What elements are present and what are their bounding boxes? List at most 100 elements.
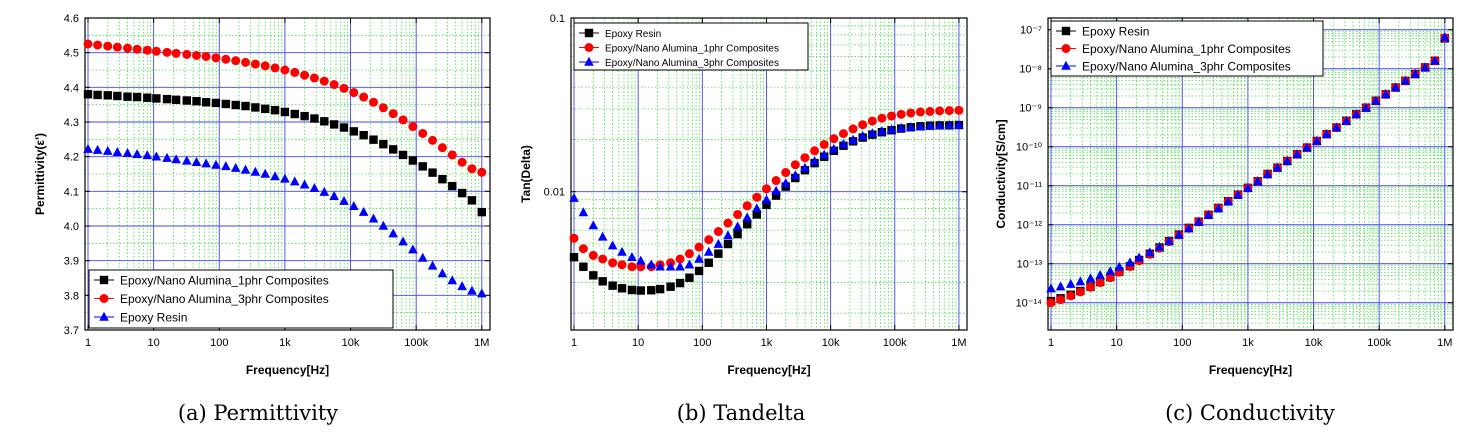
data-point bbox=[290, 109, 299, 119]
data-point bbox=[771, 176, 781, 186]
data-point bbox=[299, 179, 310, 189]
data-point bbox=[915, 107, 925, 117]
data-point bbox=[732, 221, 743, 231]
data-point bbox=[1371, 95, 1381, 105]
data-point bbox=[1312, 135, 1322, 145]
data-point bbox=[162, 152, 172, 162]
data-point bbox=[1144, 247, 1155, 257]
data-point bbox=[93, 90, 102, 100]
data-point bbox=[113, 91, 122, 101]
x-tick-label: 1 bbox=[85, 337, 91, 349]
data-point bbox=[1400, 75, 1411, 85]
data-point bbox=[448, 181, 457, 191]
data-point bbox=[132, 92, 142, 102]
data-point bbox=[230, 162, 241, 172]
data-point bbox=[162, 47, 172, 57]
data-point bbox=[1321, 128, 1332, 138]
data-point bbox=[211, 159, 221, 169]
chart-panel-3: 1 10 100 1k 10k 100k 1M 10⁻¹⁴ 10⁻¹³ 10⁻¹² 10⁻¹¹ 10⁻… bbox=[994, 17, 1454, 425]
data-point bbox=[694, 266, 704, 276]
y-tick-label: 4.6 bbox=[64, 13, 79, 25]
data-point bbox=[617, 284, 627, 293]
data-point bbox=[359, 92, 369, 102]
data-point bbox=[261, 104, 270, 114]
data-point bbox=[201, 98, 211, 107]
data-point bbox=[1046, 298, 1056, 308]
data-point bbox=[241, 101, 250, 111]
data-point bbox=[569, 192, 579, 202]
x-tick-label: 100 bbox=[210, 337, 228, 349]
data-point bbox=[675, 278, 685, 288]
data-point bbox=[211, 98, 221, 108]
data-point bbox=[733, 229, 742, 239]
data-point bbox=[221, 54, 231, 64]
y-tick-label: 10⁻⁷ bbox=[1020, 25, 1042, 37]
data-point bbox=[428, 168, 437, 177]
legend-label: Epoxy/Nano Alumina_3phr Composites bbox=[605, 58, 779, 69]
legend-label: Epoxy/Nano Alumina_3phr Composites bbox=[1082, 60, 1291, 74]
legend-marker bbox=[99, 311, 109, 321]
data-point bbox=[704, 235, 714, 245]
x-tick-label: 1k bbox=[761, 337, 773, 349]
data-point bbox=[848, 124, 858, 134]
data-point bbox=[666, 282, 675, 291]
data-point bbox=[588, 250, 598, 260]
data-point bbox=[329, 80, 339, 90]
x-tick-label: 1 bbox=[1048, 337, 1054, 349]
data-point bbox=[1055, 281, 1066, 291]
data-point bbox=[627, 262, 637, 272]
data-point bbox=[1193, 216, 1204, 226]
legend-marker bbox=[1061, 44, 1071, 53]
legend-label: Epoxy Resin bbox=[1082, 25, 1149, 39]
x-tick-label: 1M bbox=[474, 337, 489, 349]
x-tick-label: 10 bbox=[1111, 337, 1123, 349]
data-point bbox=[437, 143, 447, 153]
data-point bbox=[579, 262, 588, 271]
data-point bbox=[251, 103, 260, 112]
legend-label: Epoxy Resin bbox=[605, 29, 661, 40]
data-point bbox=[123, 92, 132, 101]
x-tick-label: 10 bbox=[148, 337, 160, 349]
legend: Epoxy Resin Epoxy/Nano Alumina_1phr Compo… bbox=[573, 22, 809, 71]
data-point bbox=[349, 201, 359, 211]
data-point bbox=[694, 242, 704, 252]
data-point bbox=[181, 155, 192, 165]
data-point bbox=[339, 195, 349, 205]
data-point bbox=[477, 288, 487, 298]
data-point bbox=[1105, 273, 1115, 283]
series-2 bbox=[569, 105, 964, 272]
y-tick-label: 3.7 bbox=[64, 325, 79, 337]
data-point bbox=[906, 108, 916, 118]
data-point bbox=[1302, 142, 1312, 152]
data-point bbox=[103, 91, 112, 100]
data-point bbox=[655, 261, 665, 271]
legend-marker bbox=[584, 43, 594, 52]
figure-caption: (b) Tandelta bbox=[677, 401, 805, 425]
data-point bbox=[636, 255, 646, 265]
data-point bbox=[1410, 68, 1421, 78]
data-point bbox=[1174, 229, 1184, 239]
data-point bbox=[1095, 278, 1105, 288]
data-point bbox=[309, 183, 320, 193]
data-point bbox=[191, 157, 202, 167]
data-point bbox=[192, 97, 201, 106]
data-point bbox=[685, 273, 694, 282]
data-point bbox=[467, 164, 477, 174]
data-point bbox=[378, 220, 389, 230]
data-point bbox=[578, 244, 588, 254]
data-point bbox=[83, 143, 93, 153]
data-point bbox=[761, 194, 772, 204]
data-point bbox=[211, 53, 221, 63]
data-point bbox=[608, 258, 618, 268]
data-point bbox=[112, 42, 122, 52]
data-point bbox=[270, 171, 280, 181]
y-tick-label: 0.01 bbox=[544, 187, 565, 199]
data-point bbox=[1065, 278, 1076, 288]
data-point bbox=[790, 170, 801, 180]
legend-box bbox=[573, 22, 809, 71]
data-point bbox=[1252, 176, 1263, 186]
legend-label: Epoxy Resin bbox=[120, 311, 187, 325]
data-point bbox=[781, 168, 791, 178]
data-point bbox=[368, 213, 379, 223]
data-point bbox=[427, 260, 438, 270]
